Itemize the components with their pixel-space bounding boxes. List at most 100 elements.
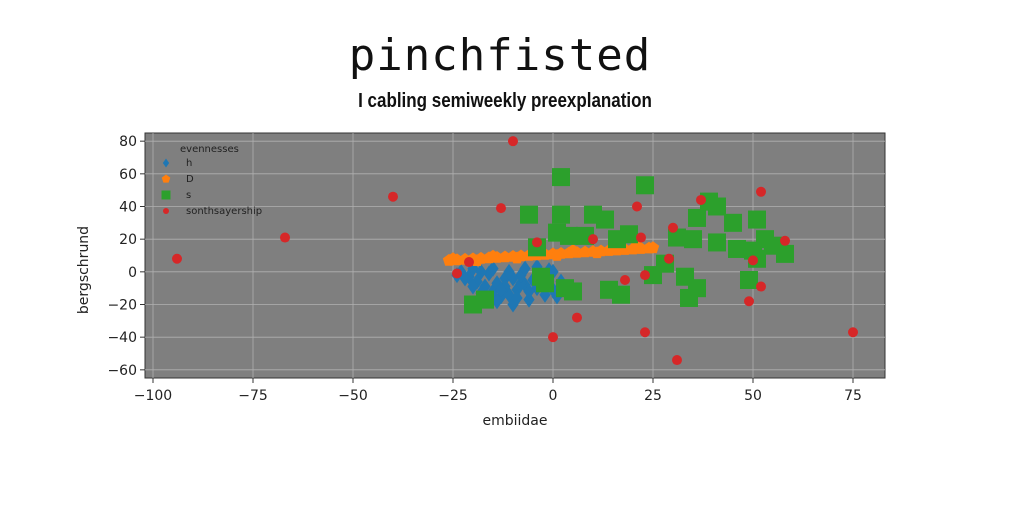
point-square [708,197,726,216]
point-circle [640,270,650,281]
point-diamond [515,275,527,292]
point-pentagon [550,249,564,261]
point-pentagon [498,250,512,263]
legend-label: h [186,158,192,169]
point-square [728,239,746,258]
point-diamond [507,270,519,287]
point-square [688,279,706,298]
point-circle [464,257,474,268]
point-pentagon [590,246,604,259]
x-tick-label: 50 [744,388,762,404]
point-diamond [519,260,531,277]
legend-marker [161,190,171,200]
point-circle [280,232,290,243]
point-diamond [523,291,535,308]
legend-marker [161,174,171,183]
point-square [776,244,794,263]
legend-title: evennesses [180,144,239,155]
x-tick-label: −100 [134,388,172,404]
point-diamond [523,283,535,300]
point-pentagon [566,244,580,256]
point-square [668,228,686,247]
point-pentagon [646,241,660,254]
point-circle [848,327,858,338]
series-sonthsayership [172,136,858,366]
y-tick-label: 0 [128,265,137,281]
point-square [608,230,626,249]
point-circle [640,327,650,338]
point-diamond [487,260,499,277]
series-D [442,239,660,266]
x-tick-label: −50 [338,388,368,404]
point-circle [172,253,182,264]
point-diamond [475,263,487,280]
point-square [612,285,630,304]
page-subtitle: I cabling semiweekly preexplanation [358,90,652,112]
point-square [476,290,494,309]
point-diamond [495,281,507,298]
x-tick-label: 75 [844,388,862,404]
point-circle [748,255,758,266]
legend-marker [162,158,170,168]
point-diamond [459,270,471,287]
point-circle [756,281,766,292]
point-square [688,208,706,227]
point-square [748,210,766,229]
point-pentagon [578,245,592,258]
point-circle [696,194,706,205]
point-square [552,168,570,187]
x-tick-label: 0 [549,388,558,404]
point-diamond [467,278,479,295]
point-circle [496,203,506,214]
point-circle [532,237,542,248]
point-square [724,213,742,232]
point-circle [636,232,646,243]
point-square [740,271,758,289]
point-pentagon [486,249,500,262]
point-circle [548,332,558,343]
y-tick-label: −60 [107,363,137,379]
legend-label: sonthsayership [186,206,262,217]
point-square [552,205,570,224]
y-tick-label: 40 [119,200,137,216]
point-diamond [503,263,515,280]
point-circle [672,355,682,366]
legend-marker [163,208,169,214]
point-square [708,233,726,252]
point-pentagon [470,254,484,266]
y-tick-label: 20 [119,232,137,248]
point-circle [452,268,462,279]
point-circle [668,222,678,233]
legend-label: s [186,190,191,201]
point-diamond [491,293,503,310]
point-diamond [511,289,523,306]
point-square [520,205,538,224]
x-tick-label: −25 [438,388,468,404]
point-circle [388,191,398,202]
point-pentagon [446,252,460,264]
legend: evennesses hDs sonthsayership [161,144,262,217]
point-square [564,282,582,301]
point-pentagon [510,251,524,264]
point-circle [780,235,790,246]
y-tick-label: −20 [107,298,137,314]
x-tick-label: 25 [644,388,662,404]
legend-label: D [186,174,194,185]
y-axis-label: bergschrund [76,226,92,314]
point-circle [632,201,642,212]
series-s [464,168,794,314]
y-tick-label: −40 [107,330,137,346]
point-circle [744,296,754,307]
point-square [684,230,702,249]
point-circle [756,186,766,197]
point-circle [508,136,518,147]
x-tick-label: −75 [238,388,268,404]
series-h [451,258,567,313]
page-title: pinchfisted [348,30,652,81]
point-circle [572,312,582,323]
y-tick-label: 60 [119,167,137,183]
data-marks [172,136,858,366]
point-square [636,176,654,195]
point-circle [664,253,674,264]
